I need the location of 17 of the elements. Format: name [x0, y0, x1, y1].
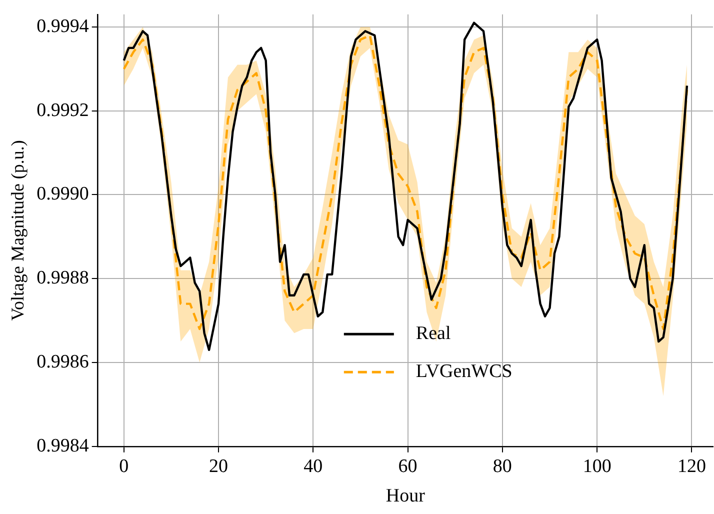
y-tick-label: 0.9994	[36, 16, 90, 37]
x-tick-label: 60	[398, 456, 418, 477]
x-tick-label: 80	[492, 456, 512, 477]
x-axis-title: Hour	[386, 486, 426, 507]
y-tick-label: 0.9986	[36, 352, 89, 372]
y-axis-title: Voltage Magnitude (p.u.)	[8, 140, 28, 321]
y-tick-label: 0.9984	[36, 435, 90, 456]
x-tick-label: 40	[304, 456, 323, 477]
legend-label: LVGenWCS	[416, 361, 512, 382]
x-tick-label: 20	[209, 456, 228, 477]
x-tick-label: 120	[677, 456, 706, 477]
x-tick-label: 100	[582, 456, 612, 477]
y-tick-label: 0.9988	[36, 268, 89, 289]
legend-label: Real	[416, 323, 451, 344]
x-tick-label: 0	[119, 456, 129, 477]
y-tick-label: 0.9992	[36, 100, 89, 121]
y-tick-label: 0.9990	[36, 184, 89, 205]
